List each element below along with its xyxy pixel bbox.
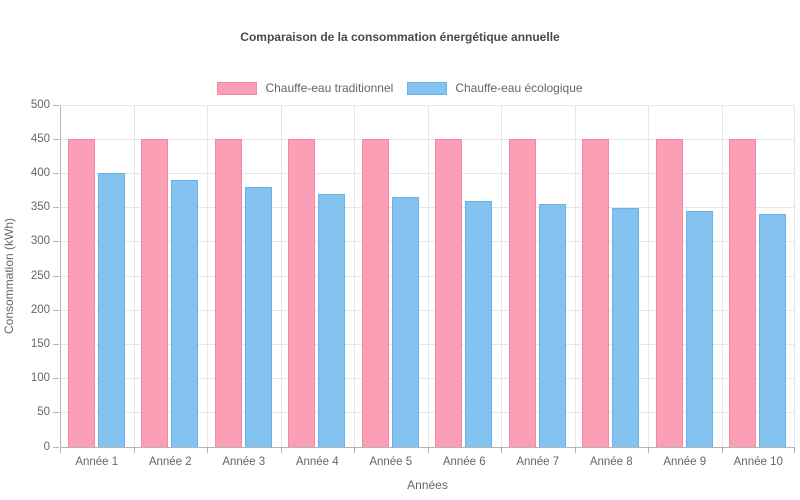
plot-area: 0 50 100 150 200 250 300 350 400 450 500 Année 1 Ann… xyxy=(31,99,795,468)
x-gridline xyxy=(207,105,208,447)
y-tick-label: 50 xyxy=(37,406,50,419)
bar-chauffe-eau-traditionnel xyxy=(141,139,168,447)
legend-label: Chauffe-eau écologique xyxy=(455,81,583,95)
legend: Chauffe-eau traditionnel Chauffe-eau écol… xyxy=(0,81,800,95)
bar-chauffe-eau-cologique xyxy=(171,180,198,447)
x-tick xyxy=(794,447,795,453)
x-axis-title: Années xyxy=(407,478,448,492)
bar-chauffe-eau-traditionnel xyxy=(435,139,462,447)
x-gridline xyxy=(427,105,429,447)
x-gridline xyxy=(354,105,355,447)
y-tick xyxy=(53,378,59,380)
legend-swatch xyxy=(407,81,448,95)
y-tick xyxy=(53,446,59,448)
legend-label: Chauffe-eau traditionnel xyxy=(265,81,394,95)
legend-item-chauffe-eau-traditionnel[interactable]: Chauffe-eau traditionnel xyxy=(217,81,393,95)
x-axis-line xyxy=(60,447,795,448)
x-tick-label: Année 1 xyxy=(75,456,119,468)
legend-item-chauffe-eau-cologique[interactable]: Chauffe-eau écologique xyxy=(407,81,583,95)
y-tick xyxy=(53,309,59,311)
x-tick xyxy=(280,447,282,453)
x-gridline xyxy=(574,105,576,447)
bar-chauffe-eau-cologique xyxy=(538,204,566,447)
bar-chauffe-eau-cologique xyxy=(244,187,272,447)
bar-chauffe-eau-traditionnel xyxy=(361,139,389,447)
y-tick xyxy=(53,172,59,174)
x-gridline xyxy=(721,105,723,447)
x-tick-label: Année 3 xyxy=(222,456,266,468)
y-tick-label: 100 xyxy=(30,372,50,385)
y-axis-line xyxy=(60,105,61,447)
x-tick-label: Année 5 xyxy=(369,456,413,468)
bar-chauffe-eau-traditionnel xyxy=(214,139,242,447)
y-tick xyxy=(53,104,59,106)
x-tick xyxy=(133,447,135,453)
y-tick-label: 150 xyxy=(30,337,50,350)
bar-chauffe-eau-cologique xyxy=(685,211,713,447)
x-gridline xyxy=(648,105,649,447)
x-tick-label: Année 9 xyxy=(663,456,707,468)
bar-chauffe-eau-traditionnel xyxy=(67,139,95,447)
bar-chauffe-eau-cologique xyxy=(391,197,419,447)
y-tick-label: 250 xyxy=(30,269,50,282)
x-tick xyxy=(427,447,429,453)
bar-chauffe-eau-cologique xyxy=(759,214,786,447)
x-tick-label: Année 7 xyxy=(516,456,560,468)
bar-chauffe-eau-traditionnel xyxy=(582,139,609,447)
x-tick-label: Année 6 xyxy=(442,456,486,468)
legend-swatch xyxy=(217,81,258,95)
x-tick xyxy=(574,447,576,453)
bar-chauffe-eau-traditionnel xyxy=(508,139,536,447)
y-tick xyxy=(53,138,59,140)
chart-title: Comparaison de la consommation énergétiq… xyxy=(240,30,560,44)
bar-chauffe-eau-cologique xyxy=(318,193,345,447)
y-tick xyxy=(53,275,59,277)
bar-chauffe-eau-cologique xyxy=(612,207,639,447)
bar-chauffe-eau-cologique xyxy=(465,200,492,447)
bar-chauffe-eau-cologique xyxy=(97,173,125,447)
y-tick xyxy=(53,241,59,243)
x-tick xyxy=(60,447,61,453)
x-tick xyxy=(721,447,723,453)
x-tick xyxy=(354,447,355,453)
x-gridline xyxy=(501,105,502,447)
x-tick-label: Année 8 xyxy=(589,456,633,468)
x-tick-label: Année 4 xyxy=(295,456,339,468)
bar-chauffe-eau-traditionnel xyxy=(729,139,756,447)
x-tick xyxy=(501,447,502,453)
x-tick-label: Année 10 xyxy=(733,456,783,468)
x-gridline xyxy=(794,105,795,447)
y-tick-label: 200 xyxy=(30,303,50,316)
y-tick xyxy=(53,412,59,414)
x-gridline xyxy=(280,105,282,447)
y-tick-label: 500 xyxy=(30,98,50,111)
y-tick xyxy=(53,343,59,345)
bar-chauffe-eau-traditionnel xyxy=(288,139,315,447)
x-gridline xyxy=(133,105,135,447)
y-tick-label: 400 xyxy=(30,166,50,179)
y-tick-label: 300 xyxy=(30,235,50,248)
y-tick xyxy=(53,207,59,209)
x-tick-label: Année 2 xyxy=(148,456,192,468)
x-tick xyxy=(648,447,649,453)
x-tick xyxy=(207,447,208,453)
bar-chauffe-eau-traditionnel xyxy=(655,139,683,447)
y-tick-label: 0 xyxy=(43,440,50,453)
y-tick-label: 350 xyxy=(30,201,50,214)
y-tick-label: 450 xyxy=(30,132,50,145)
